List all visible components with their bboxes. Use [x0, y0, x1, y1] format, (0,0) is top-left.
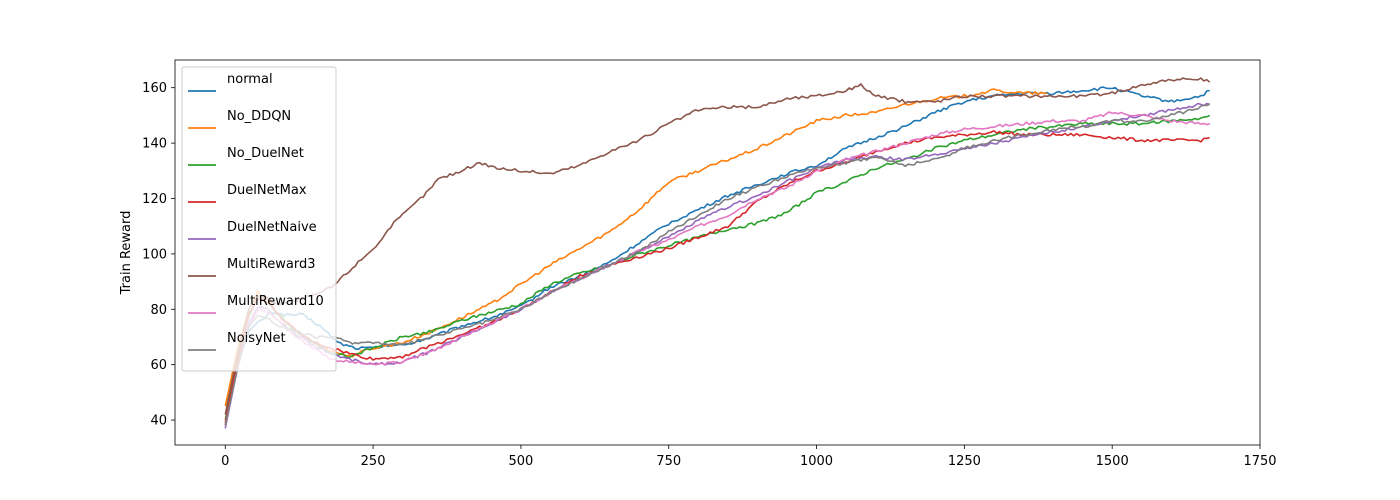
- y-axis-label: Train Reward: [119, 211, 134, 296]
- legend-entry: DuelNetMax: [188, 183, 307, 203]
- y-tick-label: 140: [142, 137, 167, 152]
- x-axis-ticks: 0 250 500 750 1000 1250 1500 1750: [221, 445, 1277, 469]
- series-line-normal: [224, 86, 1210, 426]
- legend: normal No_DDQN No_DuelNet DuelNetMax DuelNet…: [181, 66, 337, 372]
- series-line-DuelNetMax: [224, 130, 1210, 423]
- y-tick-label: 80: [150, 303, 167, 318]
- y-tick-label: 100: [142, 247, 167, 262]
- series-line-NoisyNet: [224, 103, 1211, 426]
- series-line-MultiReward3: [224, 77, 1211, 415]
- legend-label: DuelNetMax: [227, 183, 307, 198]
- y-tick-label: 60: [150, 358, 167, 373]
- legend-entry: DuelNetNaive: [188, 220, 317, 240]
- x-tick-label: 750: [656, 454, 681, 469]
- x-tick-label: 0: [221, 454, 229, 469]
- legend-label: MultiReward3: [227, 257, 315, 272]
- y-tick-label: 40: [150, 414, 167, 429]
- series-line-No_DDQN: [224, 88, 1048, 407]
- x-tick-label: 1000: [800, 454, 833, 469]
- legend-box: [181, 66, 337, 372]
- legend-entry: No_DDQN: [188, 109, 291, 129]
- legend-label: No_DDQN: [227, 109, 291, 124]
- plot-lines: [224, 77, 1211, 429]
- legend-entry: NoisyNet: [188, 331, 286, 351]
- legend-entry: No_DuelNet: [188, 146, 304, 166]
- legend-label: MultiReward10: [227, 294, 324, 309]
- plot-frame: [174, 59, 1261, 446]
- series-line-MultiReward10: [224, 111, 1210, 426]
- x-tick-label: 1500: [1096, 454, 1129, 469]
- x-tick-label: 1250: [948, 454, 981, 469]
- x-tick-label: 1750: [1243, 454, 1276, 469]
- legend-label: No_DuelNet: [227, 146, 304, 161]
- legend-label: DuelNetNaive: [227, 220, 317, 235]
- x-tick-label: 500: [508, 454, 533, 469]
- legend-label: NoisyNet: [227, 331, 286, 346]
- x-tick-label: 250: [361, 454, 386, 469]
- y-tick-label: 160: [142, 81, 167, 96]
- legend-label: normal: [227, 72, 273, 87]
- legend-entry: MultiReward10: [188, 294, 324, 314]
- legend-entry: normal: [188, 72, 273, 92]
- legend-entry: MultiReward3: [188, 257, 315, 277]
- series-line-DuelNetNaive: [224, 102, 1210, 429]
- y-axis-ticks: 40 60 80 100 120 140 160: [142, 81, 175, 429]
- y-tick-label: 120: [142, 192, 167, 207]
- series-line-No_DuelNet: [224, 114, 1211, 421]
